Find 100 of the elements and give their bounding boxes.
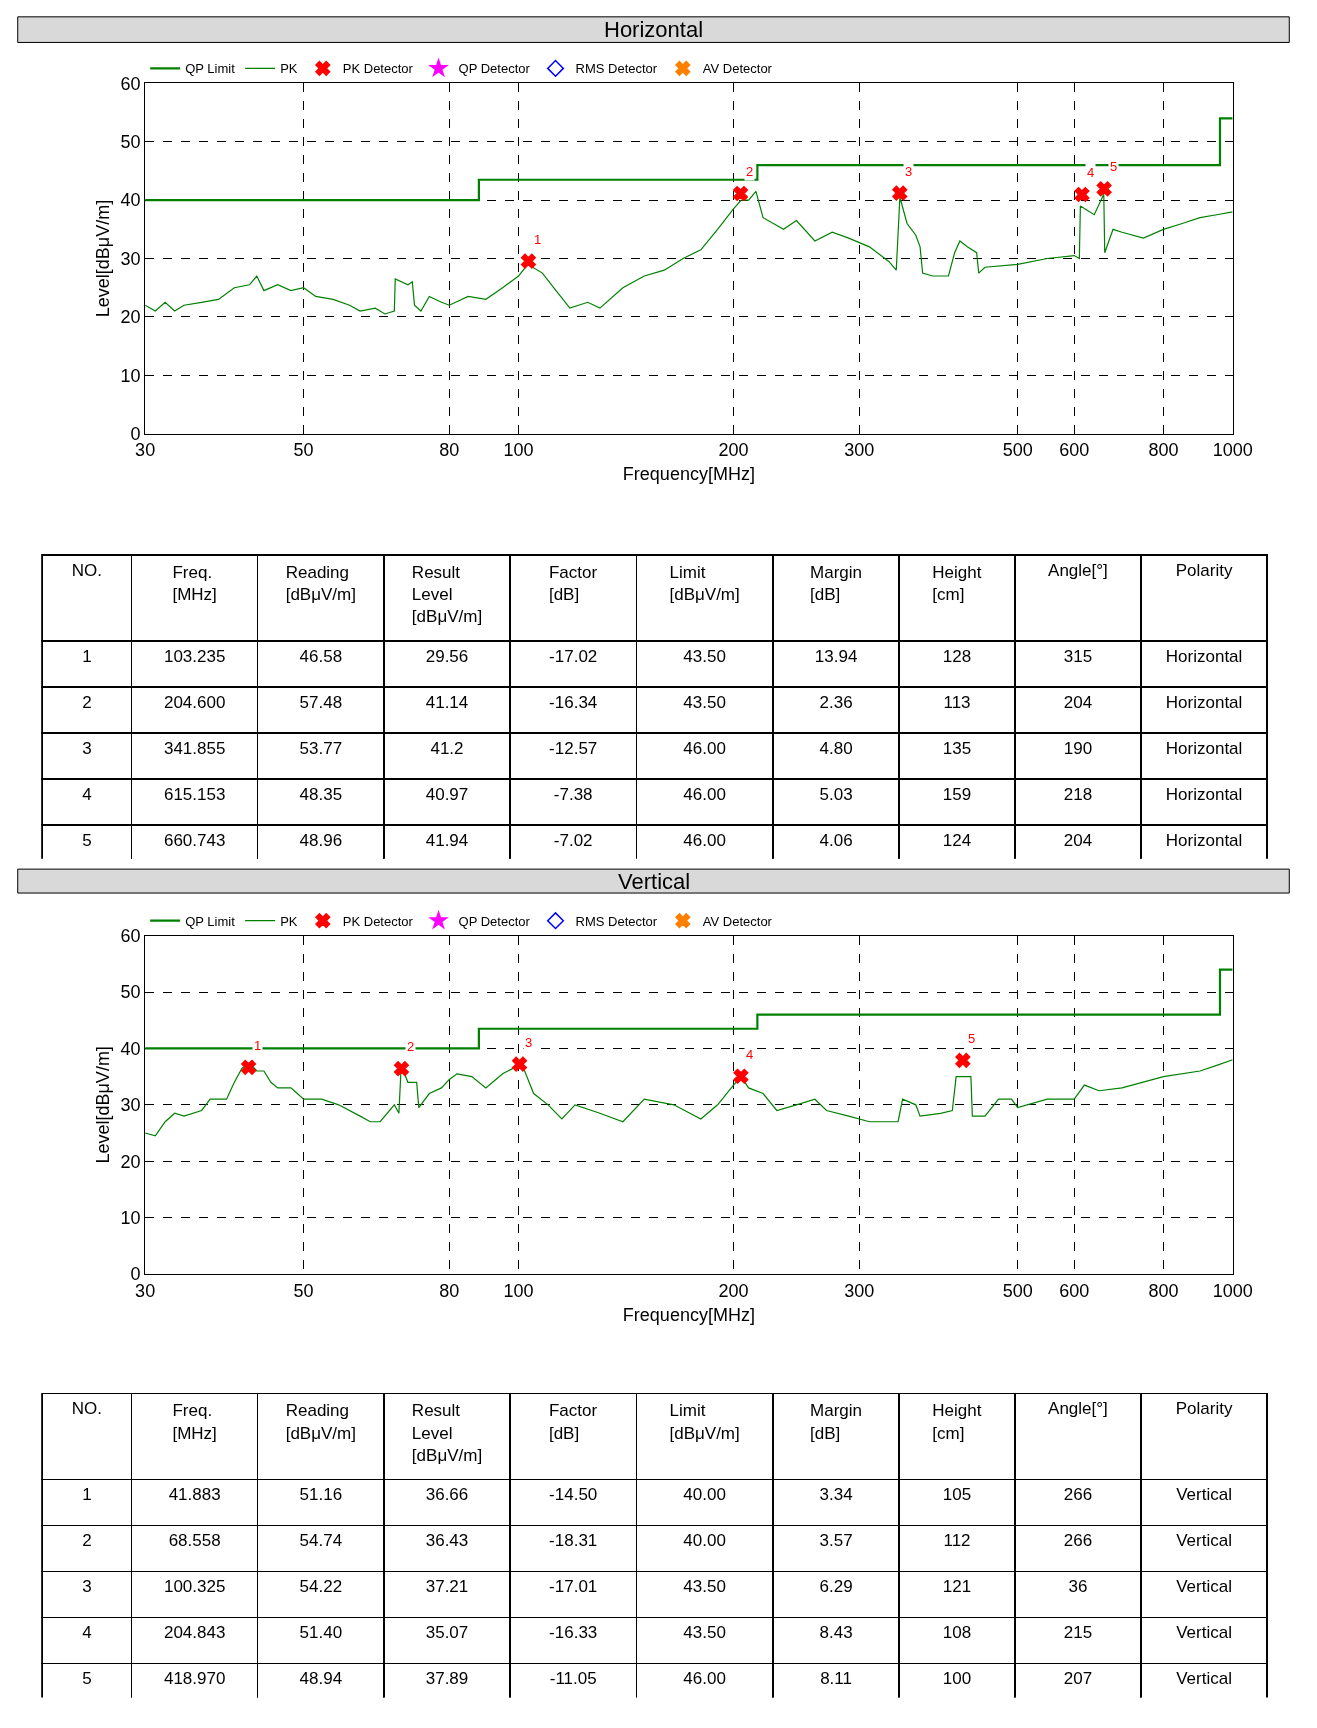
text: 41.2: [430, 738, 464, 758]
text: 43.50: [683, 692, 726, 712]
text: -18.31: [549, 1531, 598, 1551]
text: -16.34: [549, 692, 598, 712]
text: 13.94: [814, 646, 858, 666]
x-tick-label: 50: [293, 1280, 314, 1301]
y-tick-label: 50: [120, 982, 141, 1003]
text: Angle[°]: [1048, 560, 1108, 580]
legend-label: QP Limit: [185, 913, 236, 929]
text: 5.03: [819, 784, 853, 804]
text: 105: [942, 1485, 972, 1505]
text: Limit [dBμV/m]: [669, 1401, 740, 1443]
text: 3.57: [819, 1531, 853, 1551]
text: Vertical: [1176, 1623, 1232, 1643]
text: 54.22: [299, 1577, 343, 1597]
text: Result Level [dBμV/m]: [411, 562, 483, 627]
text: 48.96: [299, 830, 343, 850]
text: Factor [dB]: [548, 562, 598, 604]
text: -16.33: [549, 1623, 598, 1643]
text: 41.883: [168, 1485, 221, 1505]
text: 37.21: [425, 1577, 469, 1597]
x-tick-label: 500: [1002, 440, 1033, 461]
text: 36.43: [425, 1531, 469, 1551]
text: Reading [dBμV/m]: [285, 1401, 356, 1443]
text: 6.29: [819, 1577, 853, 1597]
text: 5: [82, 1669, 92, 1689]
text: 51.40: [299, 1623, 343, 1643]
text: 40.00: [683, 1485, 726, 1505]
text: Horizontal: [1165, 646, 1243, 666]
text: Freq. [MHz]: [172, 1401, 217, 1443]
text: Reading [dBμV/m]: [285, 562, 356, 604]
x-tick-label: 300: [844, 1280, 875, 1301]
x-tick-label: 80: [439, 440, 460, 461]
x-tick-label: 300: [844, 440, 875, 461]
text: 46.00: [683, 1669, 726, 1689]
text: 46.58: [299, 646, 343, 666]
text: -17.01: [549, 1577, 598, 1597]
legend-label: PK Detector: [342, 913, 414, 929]
annotation: 1: [254, 1038, 262, 1053]
x-tick-label: 1000: [1212, 1280, 1253, 1301]
legend-label: QP Limit: [185, 61, 236, 77]
y-tick-label: 40: [120, 1038, 141, 1059]
text: Vertical: [1176, 1531, 1232, 1551]
text: 40.97: [425, 784, 469, 804]
text: 128: [942, 646, 972, 666]
text: 121: [942, 1577, 972, 1597]
legend-label: AV Detector: [702, 913, 773, 929]
text: 113: [943, 692, 971, 712]
text: 159: [942, 784, 972, 804]
text: 108: [942, 1623, 972, 1643]
text: 3: [82, 1577, 92, 1597]
text: 5: [82, 830, 92, 850]
text: -17.02: [549, 646, 598, 666]
text: 8.11: [820, 1669, 852, 1689]
text: 48.94: [299, 1669, 343, 1689]
text: 124: [942, 830, 972, 850]
x-axis-title: Frequency[MHz]: [622, 464, 755, 485]
text: Horizontal: [1165, 692, 1243, 712]
x-tick-label: 800: [1148, 1280, 1179, 1301]
y-tick-label: 0: [130, 423, 141, 444]
text: 103.235: [163, 646, 226, 666]
text: 190: [1063, 738, 1093, 758]
text: 43.50: [683, 1623, 726, 1643]
legend-label: AV Detector: [702, 61, 773, 77]
y-tick-label: 10: [120, 365, 141, 386]
text: Vertical: [1176, 1485, 1232, 1505]
text: 100: [942, 1669, 972, 1689]
text: 204.843: [163, 1623, 226, 1643]
text: Horizontal: [1165, 784, 1243, 804]
x-tick-label: 1000: [1212, 440, 1253, 461]
text: 2: [82, 1531, 92, 1551]
x-tick-label: 200: [718, 440, 749, 461]
y-tick-label: 60: [120, 73, 141, 94]
x-axis-title: Frequency[MHz]: [622, 1304, 755, 1325]
y-tick-label: 50: [120, 132, 141, 153]
text: 46.00: [683, 784, 726, 804]
text: 46.00: [683, 738, 726, 758]
text: Margin [dB]: [810, 1401, 863, 1443]
text: 54.74: [299, 1531, 343, 1551]
text: Horizontal: [1165, 830, 1243, 850]
legend-label: PK: [280, 61, 298, 77]
text: 100.325: [163, 1577, 226, 1597]
chart-title: Horizontal: [604, 17, 704, 42]
text: -7.02: [553, 830, 593, 850]
x-tick-label: 100: [503, 1280, 534, 1301]
text: Polarity: [1175, 1399, 1233, 1419]
annotation: 1: [534, 232, 542, 247]
text: Vertical: [1176, 1669, 1232, 1689]
x-tick-label: 500: [1002, 1280, 1033, 1301]
text: 2: [82, 692, 92, 712]
text: 315: [1063, 646, 1093, 666]
text: 8.43: [819, 1623, 853, 1643]
text: 615.153: [163, 784, 226, 804]
text: NO.: [71, 1399, 102, 1419]
annotation: 3: [525, 1035, 533, 1050]
text: 207: [1063, 1669, 1093, 1689]
text: 4.80: [819, 738, 853, 758]
text: 660.743: [163, 830, 226, 850]
text: Polarity: [1175, 560, 1233, 580]
text: 37.89: [425, 1669, 469, 1689]
